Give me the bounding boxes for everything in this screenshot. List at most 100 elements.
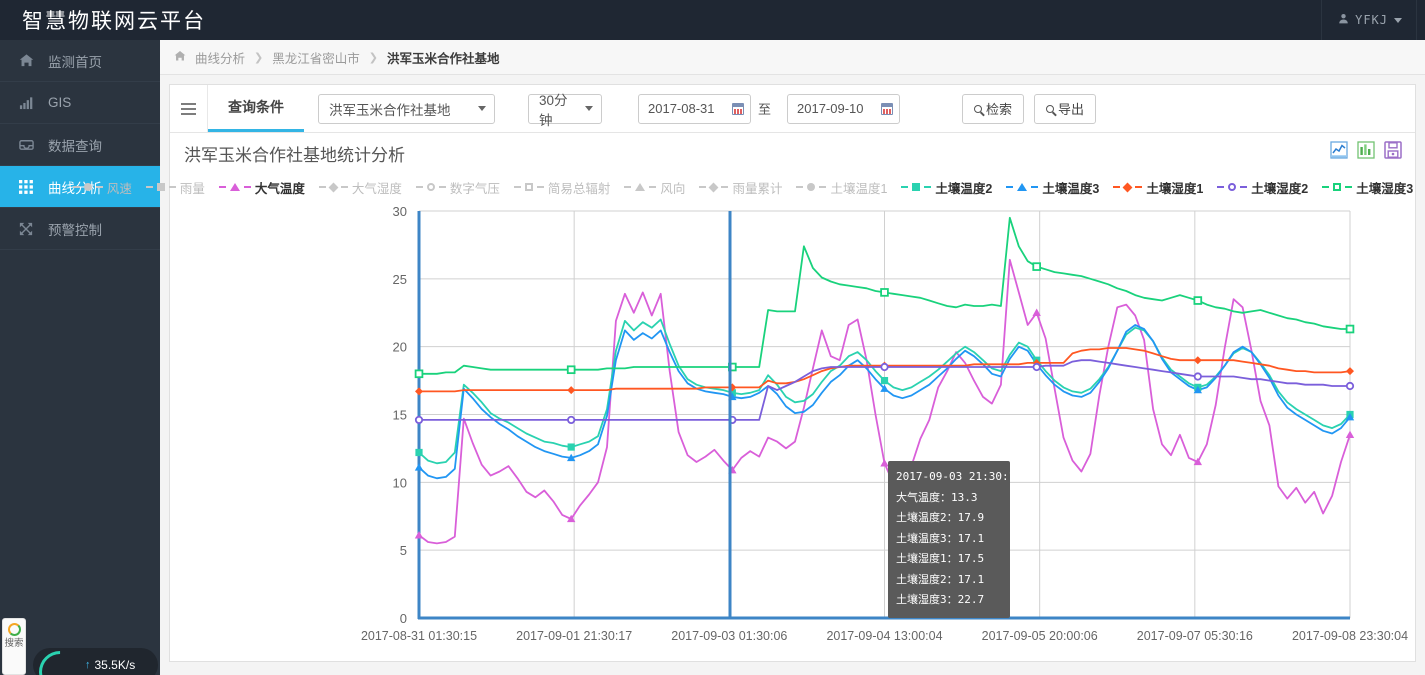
legend-item-风向[interactable]: 风向 — [617, 178, 692, 197]
export-button-label: 导出 — [1058, 102, 1085, 117]
network-speed-widget[interactable]: ↑ 35.5K/s — [33, 648, 158, 675]
interval-select-value: 30分钟 — [539, 92, 568, 128]
series-marker-大气温度 — [880, 459, 889, 467]
end-date-input[interactable]: 2017-09-10 — [787, 93, 901, 124]
legend-dash — [624, 186, 632, 188]
sidebar-item-data-query[interactable]: 数据查询 — [0, 124, 160, 166]
sogou-browser-widget[interactable]: 搜索 — [2, 618, 26, 675]
legend-item-辐射累计[interactable]: 辐射累计 — [1420, 178, 1425, 197]
chart-svg[interactable]: 0 5 10 15 20 25 30 2017-08-31 01:30:15 2017-09-0… — [170, 203, 1417, 658]
legend-marker — [229, 183, 240, 191]
series-marker-土壤温度3 — [1193, 385, 1203, 394]
legend-label: 简易总辐射 — [547, 181, 611, 196]
legend-item-大气温度[interactable]: 大气温度 — [212, 178, 312, 197]
line-chart-icon[interactable] — [1330, 141, 1348, 159]
series-marker-土壤温度3 — [414, 463, 424, 471]
site-select[interactable]: 洪军玉米合作社基地 — [318, 93, 495, 124]
grid-icon — [18, 179, 34, 194]
legend-label: 风速 — [106, 181, 132, 196]
chevron-right-icon: ❯ — [254, 51, 264, 64]
export-button[interactable]: 导出 — [1034, 93, 1097, 124]
top-bar: 智慧物联网云平台 YFKJ — [0, 0, 1425, 40]
user-menu[interactable]: YFKJ — [1321, 0, 1417, 40]
legend-dash — [649, 186, 657, 188]
sidebar-item-curve-analysis[interactable]: 曲线分析 — [0, 166, 169, 208]
bar-chart-icon[interactable] — [1357, 141, 1375, 159]
sidebar-item-label: 预警控制 — [48, 222, 102, 238]
legend-item-土壤湿度3[interactable]: 土壤湿度3 — [1315, 178, 1420, 197]
legend-item-数字气压[interactable]: 数字气压 — [409, 178, 507, 197]
legend-marker — [328, 182, 339, 192]
y-axis-tick: 0 — [400, 611, 407, 626]
legend-marker — [807, 183, 816, 191]
series-marker-土壤湿度3 — [880, 288, 889, 297]
legend-marker — [1333, 183, 1342, 191]
legend-label: 雨量累计 — [732, 181, 783, 196]
legend-dash — [721, 186, 729, 188]
x-axis-tick: 2017-09-03 01:30:06 — [671, 629, 787, 643]
legend-item-简易总辐射[interactable]: 简易总辐射 — [507, 178, 618, 197]
x-axis-tick: 2017-09-08 23:30:04 — [1292, 629, 1408, 643]
legend-dash — [415, 186, 423, 188]
chevron-down-icon — [585, 106, 593, 111]
user-icon — [1338, 13, 1349, 27]
y-axis-tick: 30 — [393, 204, 407, 219]
legend-item-土壤温度2[interactable]: 土壤温度2 — [894, 178, 999, 197]
tab-query-conditions[interactable]: 查询条件 — [208, 85, 304, 132]
upload-arrow-icon: ↑ — [85, 659, 91, 671]
chart-legend: 风速 雨量 大气温度 大气湿度 数字气压 简易总辐射 风向 雨量累计 土壤温度1 土壤温度2 土壤温… — [72, 175, 1413, 199]
series-marker-土壤温度2 — [880, 376, 889, 385]
start-date-input[interactable]: 2017-08-31 — [638, 93, 751, 124]
legend-dash — [1113, 186, 1121, 188]
calendar-icon[interactable] — [732, 102, 744, 115]
legend-item-雨量[interactable]: 雨量 — [139, 178, 212, 197]
legend-dash — [796, 186, 804, 188]
legend-dash — [924, 186, 932, 188]
calendar-icon[interactable] — [881, 102, 894, 115]
analysis-panel: 查询条件 洪军玉米合作社基地 30分钟 2017-08-31 至 2017-09… — [72, 84, 1417, 662]
legend-item-土壤湿度1[interactable]: 土壤湿度1 — [1106, 178, 1210, 197]
legend-marker — [1017, 183, 1028, 191]
legend-dash — [901, 186, 909, 188]
chart-plot-area: 0 5 10 15 20 25 30 2017-08-31 01:30:15 2017-09-0… — [170, 203, 1417, 658]
search-button[interactable]: 检索 — [962, 93, 1025, 124]
sidebar-item-alarm-control[interactable]: 预警控制 — [0, 208, 160, 250]
legend-item-大气湿度[interactable]: 大气湿度 — [312, 178, 409, 197]
search-icon — [974, 104, 983, 113]
legend-marker — [635, 183, 646, 191]
series-marker-土壤湿度1 — [415, 387, 423, 396]
series-marker-土壤湿度2 — [567, 415, 576, 425]
start-date-value: 2017-08-31 — [648, 101, 715, 116]
y-axis-tick: 5 — [400, 543, 407, 558]
page-title: 洪军玉米合作社基地统计分析 — [184, 146, 405, 166]
legend-dash — [1006, 186, 1014, 188]
legend-label: 风向 — [660, 181, 686, 196]
chevron-down-icon — [1394, 17, 1402, 23]
legend-dash — [95, 186, 103, 188]
legend-item-土壤温度1[interactable]: 土壤温度1 — [789, 178, 894, 197]
legend-dash — [1240, 186, 1248, 188]
series-marker-大气温度 — [566, 514, 576, 523]
legend-item-雨量累计[interactable]: 雨量累计 — [692, 178, 789, 197]
hamburger-icon[interactable] — [170, 85, 208, 132]
legend-item-土壤湿度2[interactable]: 土壤湿度2 — [1210, 178, 1315, 197]
series-marker-土壤湿度1 — [1193, 356, 1202, 365]
breadcrumb-item-1[interactable]: 曲线分析 — [195, 51, 246, 66]
sogou-logo-icon — [7, 623, 21, 636]
x-axis-tick: 2017-09-07 05:30:16 — [1137, 629, 1253, 643]
series-marker-土壤温度2 — [567, 443, 575, 451]
legend-item-风速[interactable]: 风速 — [66, 178, 139, 197]
legend-item-土壤温度3[interactable]: 土壤温度3 — [999, 178, 1106, 197]
sidebar-item-monitor-home[interactable]: 监测首页 — [0, 40, 160, 82]
y-axis-tick: 20 — [393, 340, 407, 355]
sidebar: 监测首页 GIS 数据查询 曲线分析 预警控制 — [0, 40, 169, 675]
tooltip-row: 土壤温度2：17.9 — [896, 511, 985, 524]
save-disk-icon[interactable] — [1384, 141, 1402, 159]
query-toolbar: 查询条件 洪军玉米合作社基地 30分钟 2017-08-31 至 2017-09… — [170, 85, 1415, 133]
legend-marker — [708, 182, 719, 192]
interval-select[interactable]: 30分钟 — [528, 93, 602, 128]
sidebar-item-label: 监测首页 — [48, 54, 102, 70]
sidebar-item-gis[interactable]: GIS — [0, 82, 160, 124]
breadcrumb-item-2[interactable]: 黑龙江省密山市 — [272, 51, 360, 66]
